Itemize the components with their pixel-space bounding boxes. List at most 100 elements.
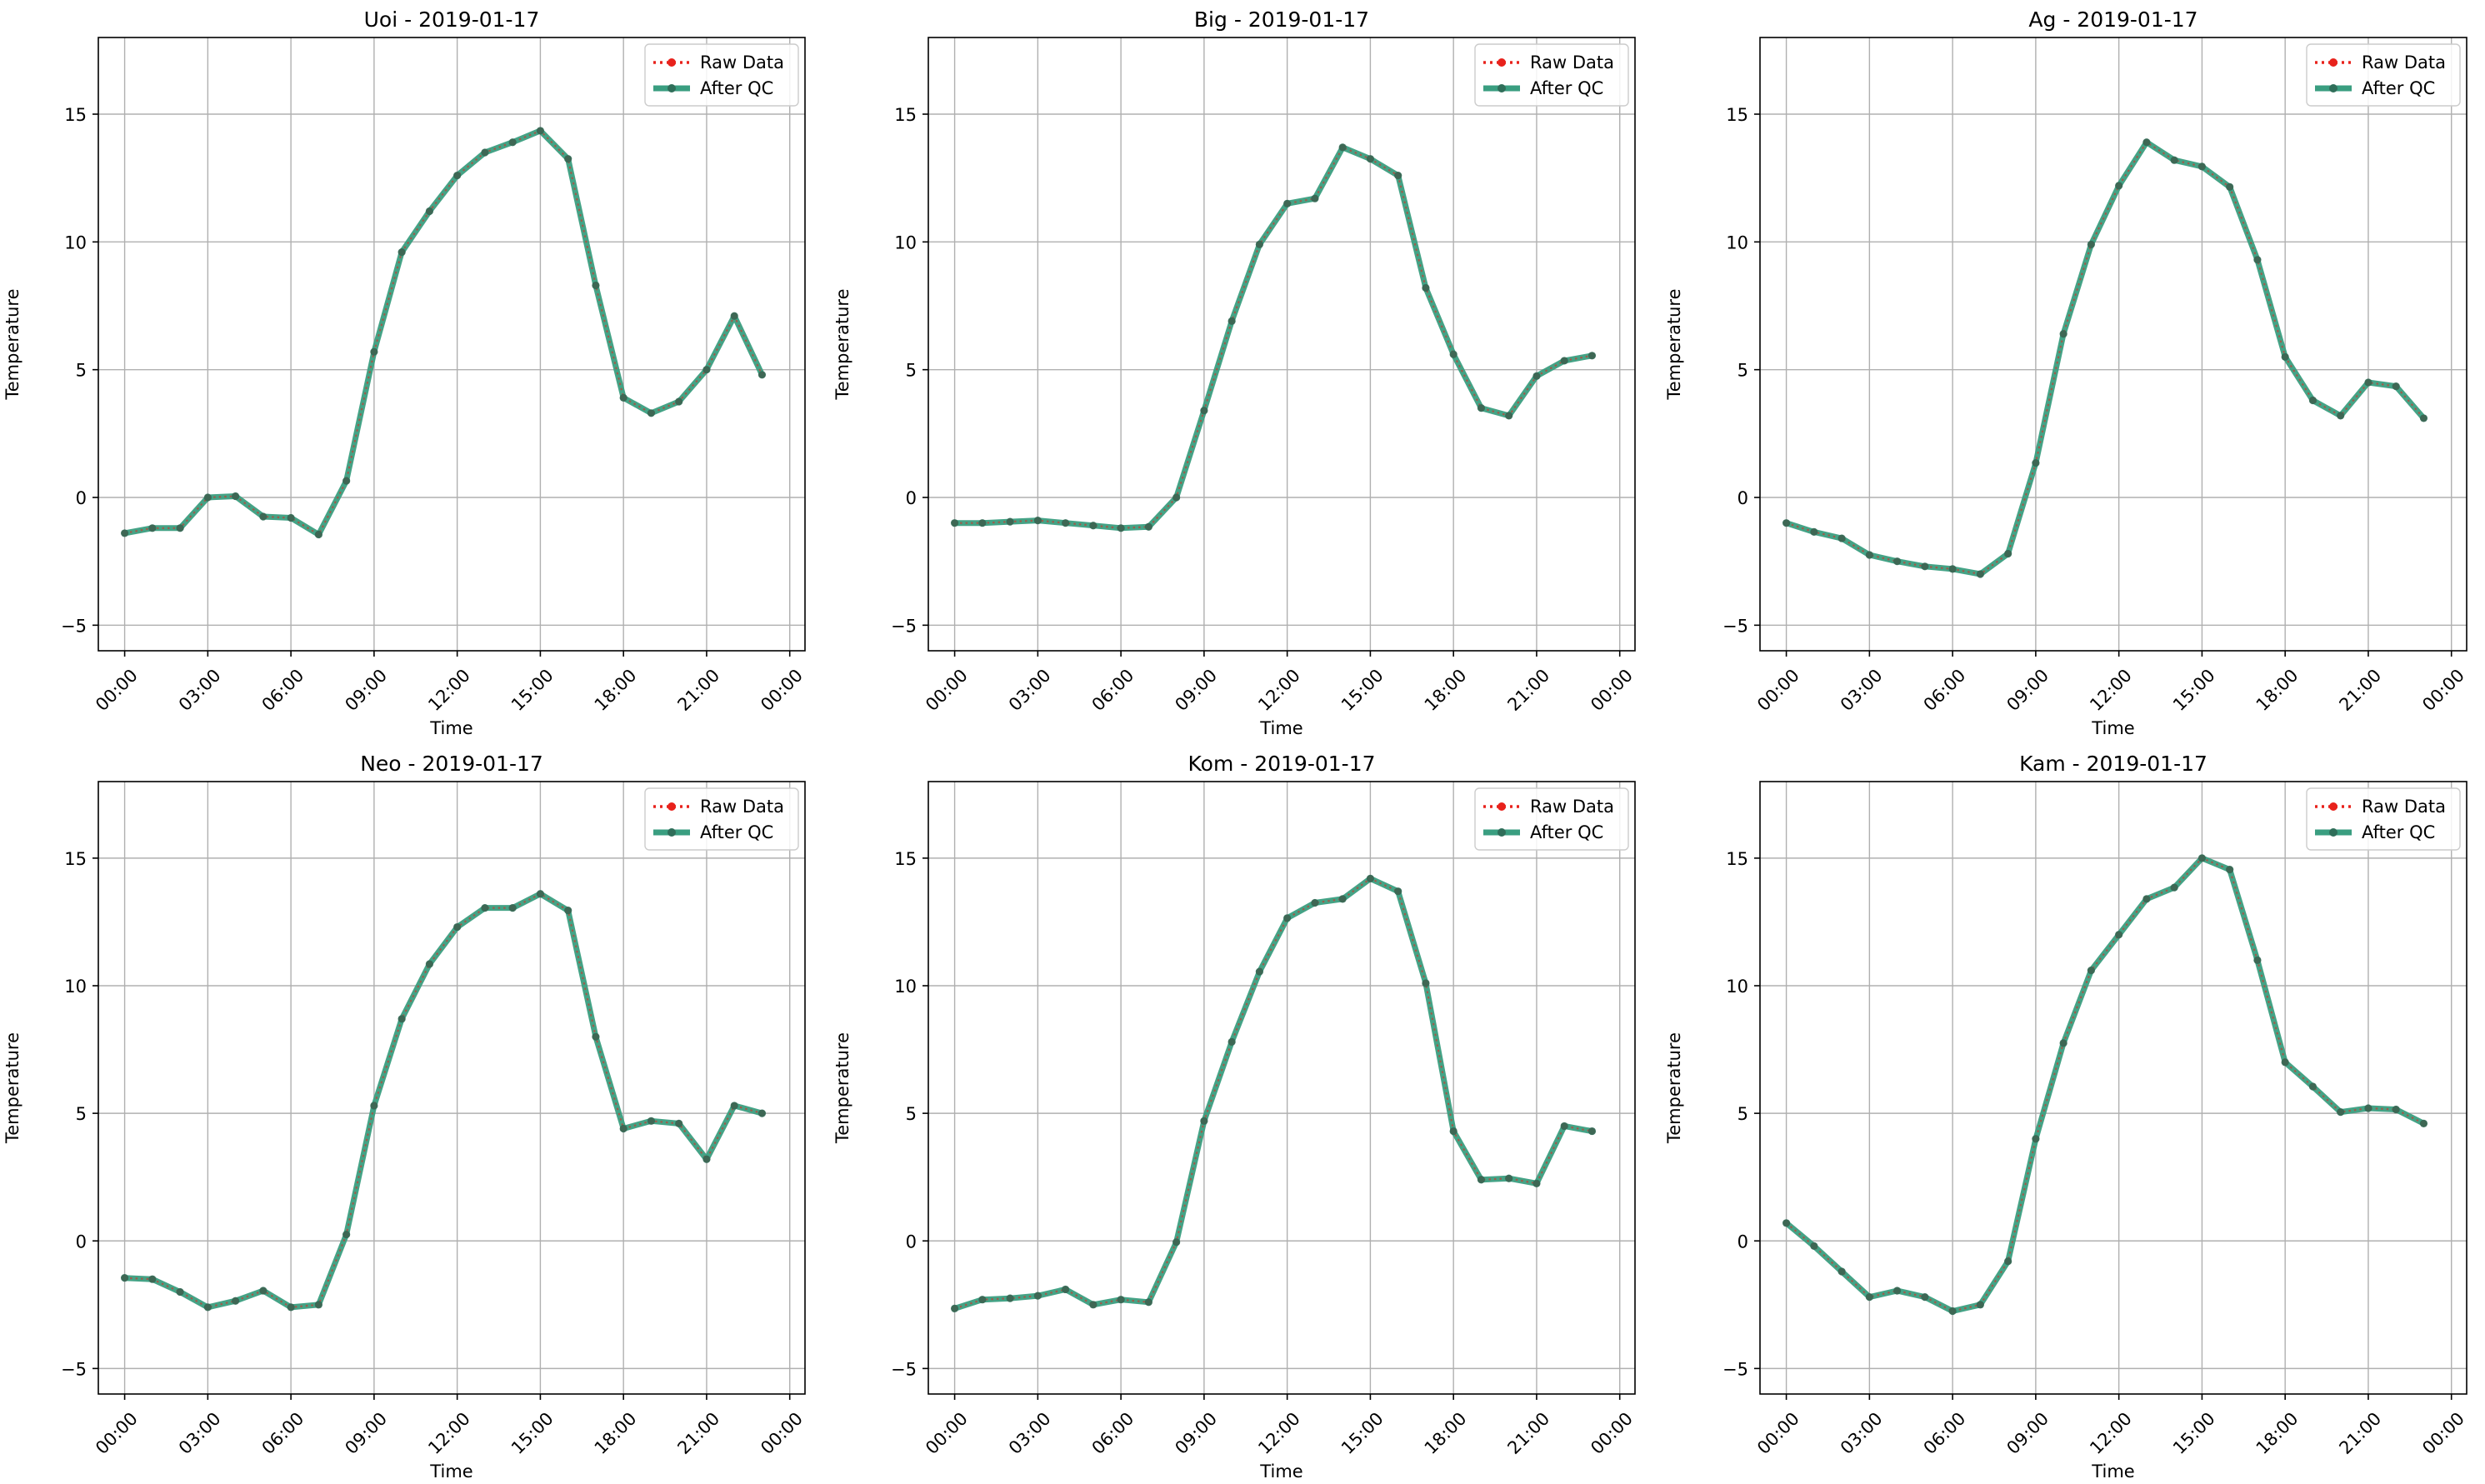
after-qc-point bbox=[1117, 524, 1125, 532]
after-qc-point bbox=[1117, 1296, 1125, 1304]
x-tick-label: 18:00 bbox=[1421, 1408, 1471, 1458]
after-qc-point bbox=[1976, 570, 1984, 578]
y-tick-label: 5 bbox=[906, 1104, 917, 1124]
after-qc-point bbox=[2364, 1104, 2372, 1112]
after-qc-point bbox=[1838, 1267, 1846, 1276]
after-qc-point bbox=[2419, 1119, 2428, 1127]
after-qc-point bbox=[2087, 967, 2095, 975]
x-axis-label: Time bbox=[429, 1462, 472, 1482]
after-qc-point bbox=[176, 1287, 184, 1297]
after-qc-point bbox=[2281, 1058, 2289, 1067]
after-qc-point bbox=[1810, 1242, 1818, 1250]
after-qc-point bbox=[1422, 979, 1430, 987]
legend: Raw Data After QC bbox=[1474, 43, 1629, 107]
x-tick-label: 18:00 bbox=[2252, 665, 2302, 715]
after-qc-point bbox=[453, 922, 462, 932]
chart-title: Kom - 2019-01-17 bbox=[1188, 752, 1376, 776]
x-axis-label: Time bbox=[1259, 718, 1302, 738]
after-qc-point bbox=[1283, 199, 1292, 207]
chart-panel-6: −5 0 5 10 15 00:00 03:00 06:00 09:00 12:00 15:00 18… bbox=[1664, 752, 2468, 1482]
after-qc-point bbox=[370, 1102, 378, 1110]
after-qc-point bbox=[564, 155, 572, 163]
after-qc-point bbox=[1144, 522, 1152, 531]
grid bbox=[1760, 782, 2467, 1394]
after-qc-point bbox=[1422, 283, 1430, 292]
legend: Raw Data After QC bbox=[1474, 787, 1629, 851]
after-qc-point bbox=[425, 960, 433, 968]
after-qc-point bbox=[675, 1119, 683, 1127]
after-qc-point bbox=[2004, 1257, 2012, 1266]
after-qc-point bbox=[1062, 519, 1070, 527]
series-line-raw-data bbox=[954, 877, 1592, 1310]
after-qc-point bbox=[592, 281, 600, 290]
after-qc-point bbox=[2059, 330, 2068, 338]
after-qc-point bbox=[978, 519, 987, 527]
x-tick-label: 15:00 bbox=[2169, 1408, 2219, 1458]
grid bbox=[98, 782, 805, 1394]
x-tick-label: 06:00 bbox=[258, 665, 308, 715]
after-qc-point bbox=[1782, 519, 1791, 527]
x-tick-label: 15:00 bbox=[1338, 1408, 1388, 1458]
x-tick-label: 09:00 bbox=[1171, 665, 1221, 715]
x-tick-label: 06:00 bbox=[1088, 1408, 1138, 1458]
y-axis-label: Temperature bbox=[832, 288, 852, 400]
chart-title: Ag - 2019-01-17 bbox=[2028, 7, 2198, 32]
chart-panel-5: −5 0 5 10 15 00:00 03:00 06:00 09:00 12:00 15:00 18… bbox=[832, 752, 1637, 1482]
legend-label-after-qc: After QC bbox=[1530, 78, 1603, 98]
after-qc-point bbox=[176, 524, 184, 532]
y-tick-label: 0 bbox=[1738, 1232, 1748, 1252]
legend-label-after-qc: After QC bbox=[2362, 822, 2435, 842]
chart-panel-1: −5 0 5 10 15 00:00 03:00 06:00 09:00 12:00 15:00 18… bbox=[2, 7, 807, 738]
axes-frame bbox=[928, 781, 1636, 1395]
x-tick-label: 18:00 bbox=[591, 665, 641, 715]
after-qc-point bbox=[259, 1287, 268, 1295]
x-tick-label: 12:00 bbox=[2086, 665, 2136, 715]
chart-panel-4: −5 0 5 10 15 00:00 03:00 06:00 09:00 12:00 15:00 18… bbox=[2, 752, 807, 1482]
after-qc-point bbox=[1810, 527, 1818, 537]
after-qc-point bbox=[1948, 1307, 1957, 1316]
after-qc-point bbox=[950, 1304, 959, 1313]
x-tick-label: 12:00 bbox=[1254, 665, 1304, 715]
after-qc-point bbox=[1588, 1127, 1597, 1136]
after-qc-point bbox=[702, 1155, 711, 1163]
x-tick-label: 00:00 bbox=[92, 665, 142, 715]
after-qc-point bbox=[592, 1032, 600, 1041]
x-tick-label: 06:00 bbox=[1920, 1408, 1970, 1458]
legend-marker-after-qc bbox=[668, 84, 676, 92]
x-tick-label: 03:00 bbox=[175, 665, 225, 715]
after-qc-point bbox=[2198, 854, 2207, 862]
legend-label-after-qc: After QC bbox=[700, 78, 773, 98]
after-qc-point bbox=[425, 207, 433, 216]
legend-marker-after-qc bbox=[2329, 84, 2338, 92]
after-qc-point bbox=[1366, 155, 1375, 163]
after-qc-point bbox=[287, 513, 295, 522]
after-qc-point bbox=[259, 512, 268, 521]
after-qc-point bbox=[1560, 357, 1568, 365]
legend-marker-raw-data bbox=[1498, 58, 1506, 67]
y-tick-label: −5 bbox=[1722, 616, 1748, 636]
y-tick-label: 0 bbox=[906, 488, 917, 508]
x-tick-label: 21:00 bbox=[673, 665, 723, 715]
y-tick-label: 10 bbox=[894, 977, 917, 997]
series-line-raw-data bbox=[1785, 857, 2424, 1312]
after-qc-point bbox=[1366, 874, 1375, 882]
after-qc-point bbox=[1311, 898, 1319, 907]
after-qc-point bbox=[2059, 1039, 2068, 1047]
x-axis-label: Time bbox=[1259, 1462, 1302, 1482]
after-qc-point bbox=[2170, 883, 2178, 892]
legend-label-after-qc: After QC bbox=[2362, 78, 2435, 98]
x-tick-label: 03:00 bbox=[1837, 665, 1887, 715]
after-qc-point bbox=[758, 371, 767, 379]
x-tick-label: 00:00 bbox=[1587, 665, 1637, 715]
after-qc-point bbox=[203, 1303, 212, 1312]
y-tick-label: 10 bbox=[64, 977, 87, 997]
legend-marker-after-qc bbox=[2329, 828, 2338, 837]
after-qc-point bbox=[2142, 138, 2151, 147]
after-qc-point bbox=[2281, 352, 2289, 361]
after-qc-point bbox=[148, 1275, 157, 1283]
after-qc-point bbox=[1449, 1127, 1458, 1136]
after-qc-point bbox=[702, 366, 711, 374]
x-tick-label: 15:00 bbox=[1338, 665, 1388, 715]
after-qc-point bbox=[370, 347, 378, 356]
x-axis-label: Time bbox=[2091, 718, 2134, 738]
